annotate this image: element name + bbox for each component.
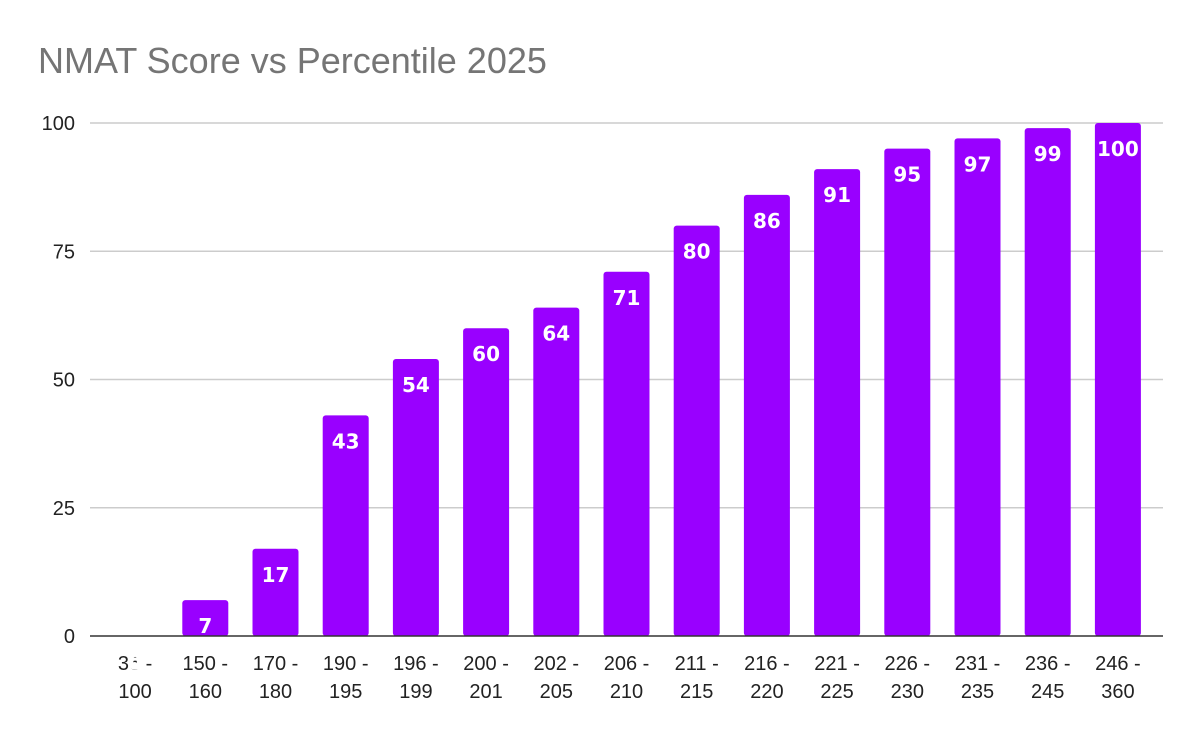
x-tick-label: 200 -201 xyxy=(463,653,509,703)
bar-value-label: 71 xyxy=(613,286,641,310)
x-tick-label: 231 -235 xyxy=(955,653,1001,703)
x-tick-label: 190 -195 xyxy=(323,653,369,703)
x-tick-label: 202 -205 xyxy=(534,653,580,703)
bar-value-label: 43 xyxy=(332,429,360,453)
bar-value-label: 86 xyxy=(753,209,781,233)
bar xyxy=(182,600,229,636)
bar-value-label: 97 xyxy=(964,152,992,176)
bar-value-label: 100 xyxy=(1097,137,1139,161)
bar xyxy=(743,194,790,636)
x-tick-label: 221 -225 xyxy=(814,653,860,703)
bar xyxy=(1024,128,1071,636)
x-tick-label: 170 -180 xyxy=(253,653,299,703)
bar xyxy=(533,307,580,636)
bar xyxy=(252,548,299,636)
y-tick-label: 25 xyxy=(53,498,75,520)
bar xyxy=(673,225,720,636)
bar-value-label: 80 xyxy=(683,240,711,264)
bar-value-label: 60 xyxy=(472,342,500,366)
bar xyxy=(463,328,510,636)
bar xyxy=(322,415,369,636)
y-tick-label: 0 xyxy=(64,626,75,648)
bar-value-label: 17 xyxy=(262,563,290,587)
y-tick-label: 100 xyxy=(42,113,75,135)
x-tick-label: 211 -215 xyxy=(675,653,719,703)
bar xyxy=(603,271,650,636)
bar xyxy=(954,138,1001,636)
bar xyxy=(884,148,931,636)
x-axis: 246 -360 236 -245 231 -235 226 -230 221 -225… xyxy=(90,635,1163,703)
x-tick-label: 150 -160 xyxy=(183,653,229,703)
x-tick-label: 226 -230 xyxy=(885,653,931,703)
x-tick-label: 206 -210 xyxy=(604,653,650,703)
bar-value-label: 99 xyxy=(1034,142,1062,166)
y-tick-label: 75 xyxy=(53,241,75,263)
bar xyxy=(1094,123,1141,636)
x-tick-label: 236 -245 xyxy=(1025,653,1071,703)
data-labels: 0 7 17 43 54 60 64 71 80 86 91 95 97 99 100 xyxy=(128,137,1139,675)
chart-title: NMAT Score vs Percentile 2025 xyxy=(38,40,547,81)
y-tick-label: 50 xyxy=(53,370,75,392)
bar xyxy=(392,358,439,636)
bar xyxy=(814,169,861,637)
bar-value-label: 7 xyxy=(198,614,212,638)
x-tick-label: 36 -100 xyxy=(118,653,152,703)
x-tick-label: 196 -199 xyxy=(393,653,439,703)
bars xyxy=(182,123,1141,637)
x-tick-label: 246 -360 xyxy=(1095,653,1141,703)
bar-value-label: 91 xyxy=(823,183,851,207)
bar-value-label: 95 xyxy=(893,163,921,187)
bar-value-label: 0 xyxy=(128,650,142,674)
x-tick-label: 216 -220 xyxy=(744,653,790,703)
bar-value-label: 54 xyxy=(402,373,430,397)
bar-value-label: 64 xyxy=(542,322,570,346)
